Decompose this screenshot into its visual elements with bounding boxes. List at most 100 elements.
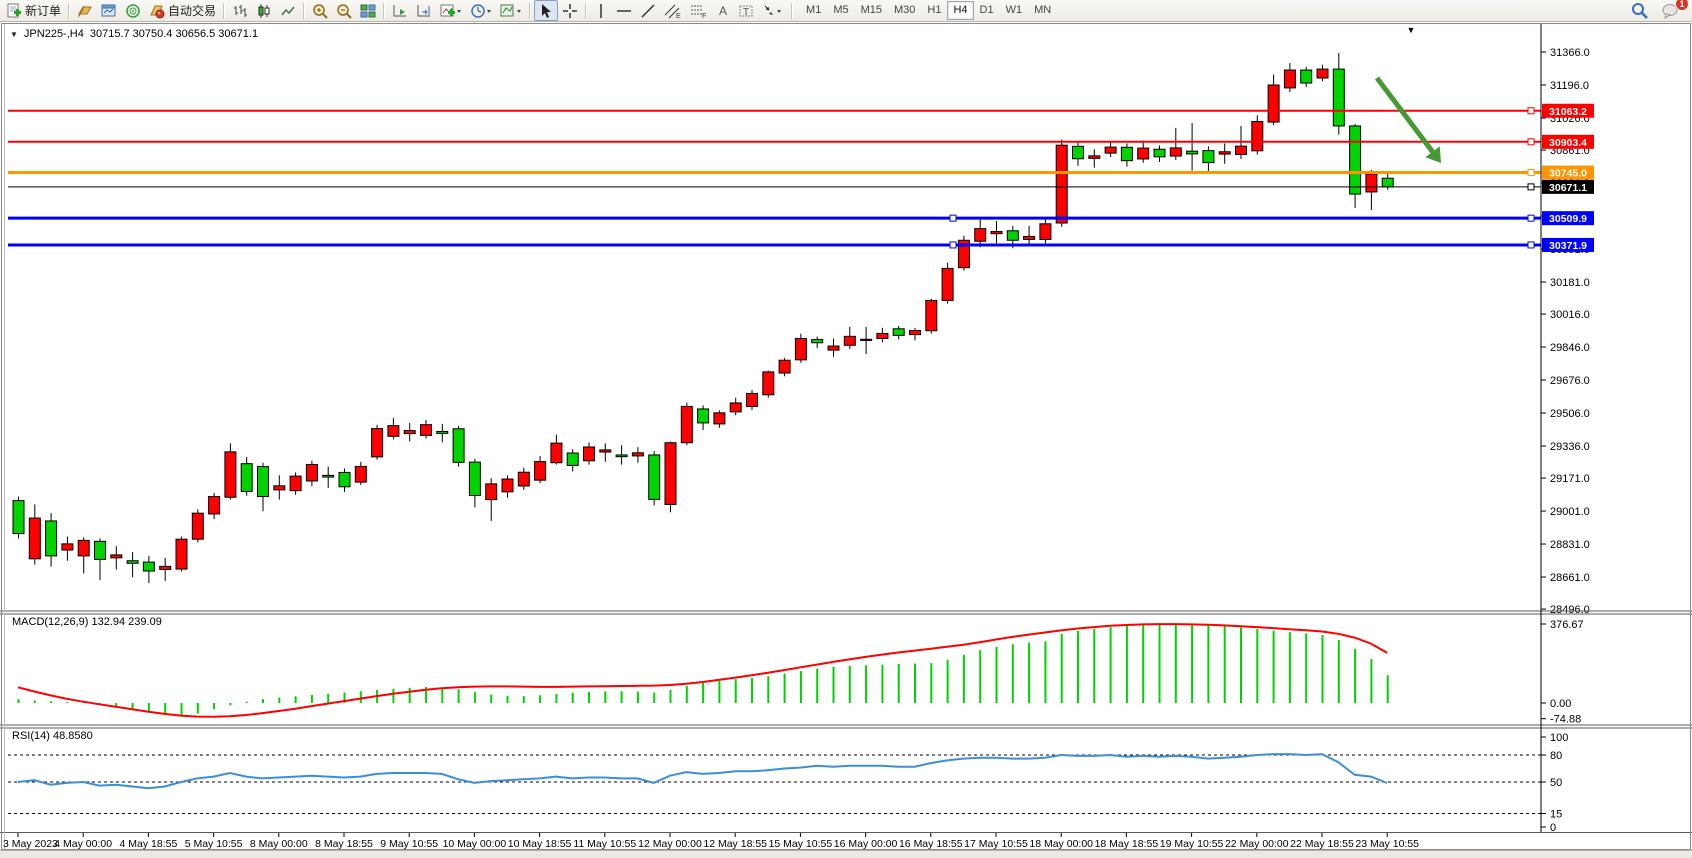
svg-text:31366.0: 31366.0 xyxy=(1550,47,1590,59)
candlestick-chart-button[interactable] xyxy=(252,0,276,21)
svg-text:0.00: 0.00 xyxy=(1550,698,1571,710)
templates-button[interactable] xyxy=(496,0,526,21)
toolbar-separator xyxy=(223,2,226,19)
svg-text:T: T xyxy=(743,7,749,18)
hline-handle[interactable] xyxy=(949,241,957,249)
hline-handle[interactable] xyxy=(1527,138,1535,146)
autotrading-button[interactable]: 自动交易 xyxy=(145,0,220,21)
svg-text:E: E xyxy=(676,13,681,19)
price-line-badge xyxy=(1542,179,1594,194)
chart-shift-icon xyxy=(417,4,431,16)
svg-text:30671.1: 30671.1 xyxy=(1549,182,1587,194)
toolbar-separator xyxy=(383,2,386,19)
auto-scroll-button[interactable] xyxy=(388,0,412,21)
timeframe-group: M1 M5 M15 M30 H1 H4 D1 W1 MN xyxy=(800,1,1057,20)
svg-text:15 May 10:55: 15 May 10:55 xyxy=(769,838,833,850)
line-chart-button[interactable] xyxy=(276,0,300,21)
svg-text:3 May 2023: 3 May 2023 xyxy=(3,838,58,850)
new-order-button[interactable]: 新订单 xyxy=(2,0,65,21)
zoom-out-button[interactable] xyxy=(332,0,356,21)
text-label-tool-button[interactable]: T xyxy=(734,0,758,21)
timeframe-button-H1[interactable]: H1 xyxy=(927,4,942,16)
tile-windows-button[interactable] xyxy=(356,0,380,21)
cursor-icon xyxy=(542,3,552,18)
price-line-badge xyxy=(1542,103,1594,118)
timeframe-button-M5[interactable]: M5 xyxy=(833,4,849,16)
status-bar xyxy=(0,850,1692,858)
timeframe-button-W1[interactable]: W1 xyxy=(1005,4,1023,16)
svg-text:0: 0 xyxy=(1550,822,1556,834)
bar-chart-button[interactable] xyxy=(228,0,252,21)
toolbar-separator xyxy=(529,2,532,19)
hline-handle[interactable] xyxy=(1527,214,1535,222)
indicators-button[interactable] xyxy=(436,0,466,21)
fibonacci-tool-button[interactable]: F xyxy=(686,0,712,21)
svg-text:30903.4: 30903.4 xyxy=(1549,137,1587,149)
svg-text:29336.0: 29336.0 xyxy=(1550,441,1590,453)
crosshair-icon xyxy=(563,3,578,18)
periods-button[interactable] xyxy=(466,0,496,21)
hline-handle[interactable] xyxy=(949,214,957,222)
hline-handle[interactable] xyxy=(1527,169,1535,177)
price-line-badge xyxy=(1542,237,1594,252)
svg-text:18 May 18:55: 18 May 18:55 xyxy=(1095,838,1159,850)
timeframe-button-MN[interactable]: MN xyxy=(1034,4,1052,16)
timeframe-button-H4[interactable]: H4 xyxy=(947,1,974,20)
data-window-button[interactable] xyxy=(97,0,121,21)
search-button[interactable] xyxy=(1627,0,1652,21)
market-watch-button[interactable] xyxy=(73,0,97,21)
crosshair-tool-button[interactable] xyxy=(558,0,582,21)
candlestick-series[interactable] xyxy=(12,52,1394,584)
svg-text:10 May 18:55: 10 May 18:55 xyxy=(508,838,572,850)
svg-text:17 May 10:55: 17 May 10:55 xyxy=(964,838,1028,850)
toolbar-separator xyxy=(303,2,306,19)
zoom-in-button[interactable] xyxy=(308,0,332,21)
text-tool-button[interactable]: A xyxy=(712,0,734,21)
svg-text:30016.0: 30016.0 xyxy=(1550,309,1590,321)
text-label-icon: T xyxy=(739,5,753,18)
chart-canvas[interactable]: 31366.031196.031026.030861.030691.030521… xyxy=(0,22,1692,850)
timeframe-button-M30[interactable]: M30 xyxy=(894,4,916,16)
vertical-line-tool-button[interactable] xyxy=(590,0,612,21)
svg-text:28831.0: 28831.0 xyxy=(1550,539,1590,551)
svg-text:12 May 00:00: 12 May 00:00 xyxy=(638,838,702,850)
navigator-icon xyxy=(126,3,140,18)
svg-text:16 May 18:55: 16 May 18:55 xyxy=(899,838,963,850)
chevron-down-icon[interactable]: ▼ xyxy=(10,29,18,39)
trendline-tool-button[interactable] xyxy=(636,0,660,21)
svg-text:22 May 18:55: 22 May 18:55 xyxy=(1290,838,1354,850)
arrows-tool-button[interactable] xyxy=(758,0,788,21)
symbol-selector[interactable]: ▼ JPN225-,H4 30715.7 30750.4 30656.5 306… xyxy=(10,28,258,40)
timeframe-button-M15[interactable]: M15 xyxy=(860,4,882,16)
navigator-button[interactable] xyxy=(121,0,145,21)
timeframe-button-D1[interactable]: D1 xyxy=(979,4,994,16)
horizontal-line-tool-button[interactable] xyxy=(612,0,636,21)
svg-text:10 May 00:00: 10 May 00:00 xyxy=(443,838,507,850)
svg-text:31063.2: 31063.2 xyxy=(1549,106,1587,118)
data-window-icon xyxy=(101,4,116,16)
hline-handle[interactable] xyxy=(1527,107,1535,115)
cursor-tool-button[interactable] xyxy=(534,0,559,21)
auto-scroll-icon xyxy=(393,4,407,16)
arrow-annotation[interactable] xyxy=(1375,76,1441,163)
equidistant-channel-tool-button[interactable]: E xyxy=(660,0,686,21)
fibonacci-icon: F xyxy=(691,5,706,19)
timeframe-button-M1[interactable]: M1 xyxy=(806,4,822,16)
svg-text:-74.88: -74.88 xyxy=(1550,714,1581,726)
zoom-out-icon xyxy=(337,3,352,19)
text-icon: A xyxy=(719,4,727,18)
chart-shift-button[interactable] xyxy=(412,0,436,21)
search-icon xyxy=(1632,3,1648,19)
svg-text:15: 15 xyxy=(1550,809,1562,821)
notifications-button[interactable]: 1 xyxy=(1658,0,1689,21)
svg-text:80: 80 xyxy=(1550,750,1562,762)
chart-shift-marker[interactable]: ▼ xyxy=(1407,25,1416,35)
hline-handle[interactable] xyxy=(1527,241,1535,249)
horizontal-level-lines[interactable]: 31063.2 30903.4 30745.0 30671.1 30509.9 30371… xyxy=(8,103,1594,252)
market-watch-icon xyxy=(78,4,92,18)
svg-text:28496.0: 28496.0 xyxy=(1550,604,1590,616)
hline-handle[interactable] xyxy=(1527,183,1535,191)
macd-axis: 376.67 0.00 -74.88 xyxy=(1541,619,1584,726)
svg-text:28661.0: 28661.0 xyxy=(1550,572,1590,584)
